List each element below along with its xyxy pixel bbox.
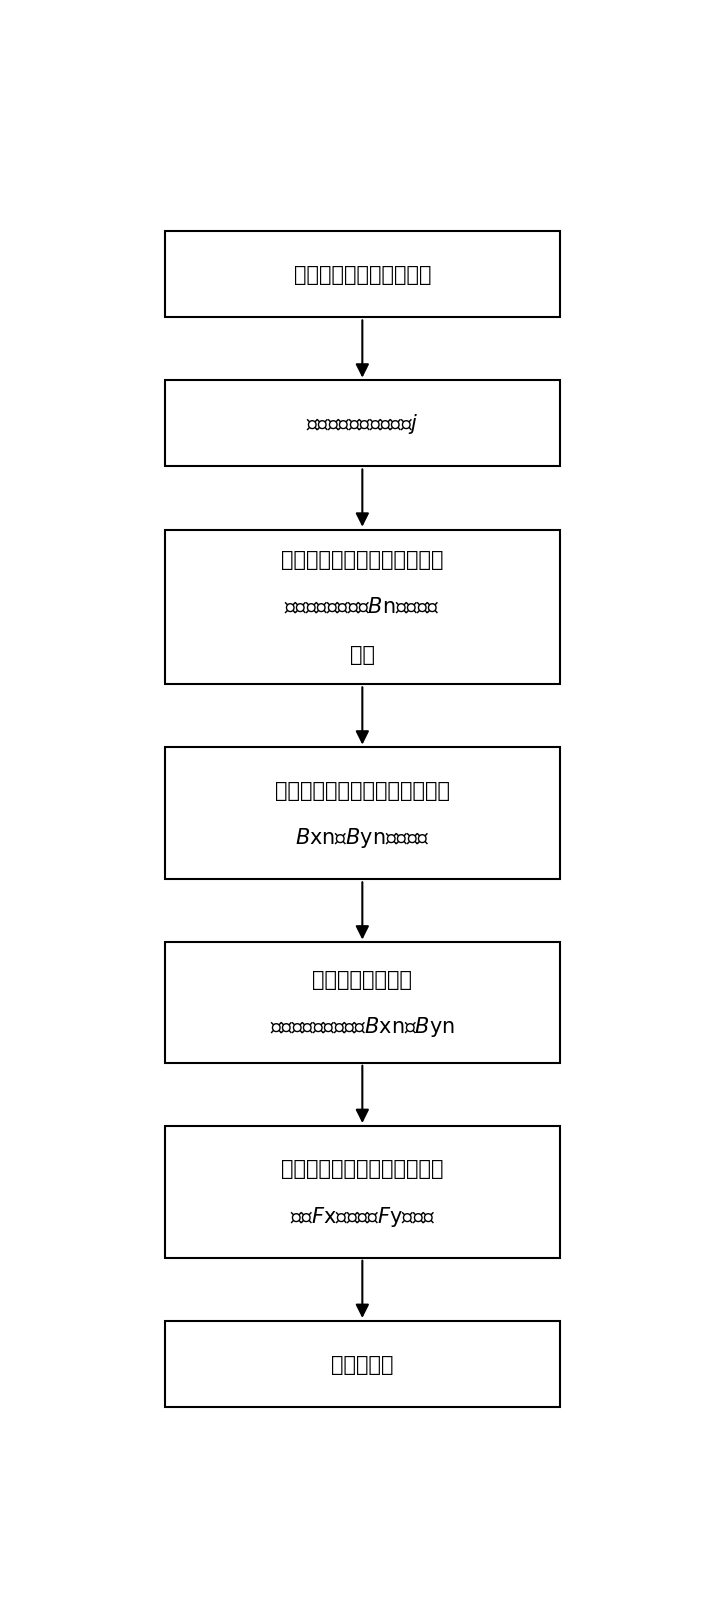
Text: 推力$\it{F}$x及法向力$\it{F}$y表达式: 推力$\it{F}$x及法向力$\it{F}$y表达式 bbox=[290, 1204, 435, 1229]
FancyBboxPatch shape bbox=[165, 1321, 560, 1407]
FancyBboxPatch shape bbox=[165, 748, 560, 880]
FancyBboxPatch shape bbox=[165, 232, 560, 318]
Text: 建立二维四区域解析模型: 建立二维四区域解析模型 bbox=[293, 265, 431, 286]
Text: 计算各区域气隙磁密$\it{B}$xn、$\it{B}$yn: 计算各区域气隙磁密$\it{B}$xn、$\it{B}$yn bbox=[270, 1014, 455, 1039]
FancyBboxPatch shape bbox=[165, 531, 560, 685]
Text: 麦克斯韦基本电磁场理论推导: 麦克斯韦基本电磁场理论推导 bbox=[281, 550, 443, 570]
Text: 出每个区域内磁密$\it{B}$n通用计算: 出每个区域内磁密$\it{B}$n通用计算 bbox=[284, 597, 440, 618]
FancyBboxPatch shape bbox=[165, 381, 560, 467]
FancyBboxPatch shape bbox=[165, 943, 560, 1063]
Text: 分布绕组等效成电流层$\it{j}$: 分布绕组等效成电流层$\it{j}$ bbox=[306, 412, 419, 437]
Text: $\it{B}$xn、$\it{B}$yn计算公式: $\it{B}$xn、$\it{B}$yn计算公式 bbox=[295, 826, 430, 849]
Text: 公式: 公式 bbox=[350, 644, 375, 665]
Text: 麦克斯韦应力法确定次级所受: 麦克斯韦应力法确定次级所受 bbox=[281, 1159, 443, 1178]
Text: 介质条件推导出各区域具体磁密: 介质条件推导出各区域具体磁密 bbox=[275, 781, 450, 800]
Text: 力特性分析: 力特性分析 bbox=[331, 1354, 394, 1375]
Text: 由边界面边界条件: 由边界面边界条件 bbox=[312, 969, 412, 990]
FancyBboxPatch shape bbox=[165, 1126, 560, 1258]
